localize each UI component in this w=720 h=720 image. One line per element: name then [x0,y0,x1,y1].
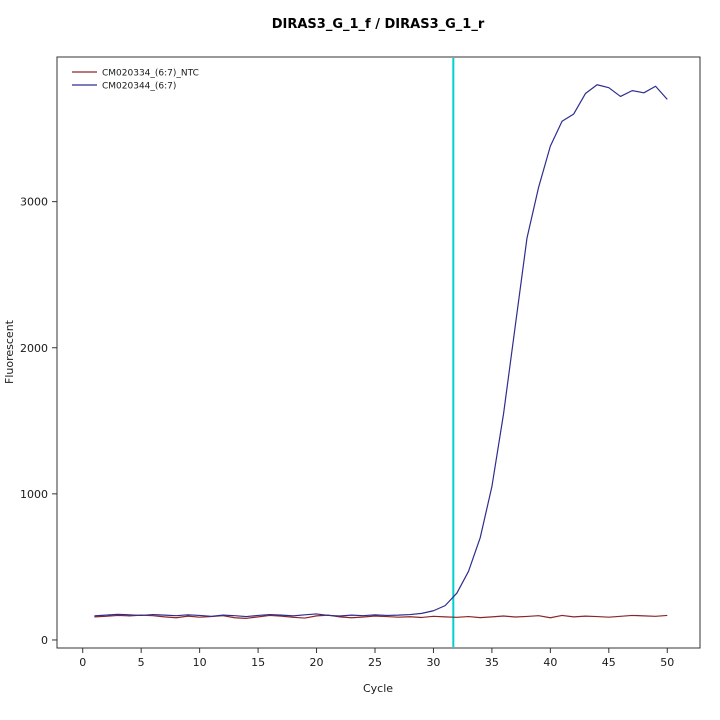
series-line-ntc [94,614,668,619]
y-axis-label: Fluorescent [3,319,16,384]
x-tick-label: 30 [426,656,440,669]
y-tick-label: 1000 [20,488,48,501]
plot-border [56,56,701,649]
y-tick-label: 3000 [20,196,48,209]
chart-title: DIRAS3_G_1_f / DIRAS3_G_1_r [272,17,485,32]
legend-label-ntc: CM020334_(6:7)_NTC [102,69,199,79]
x-tick-label: 45 [602,656,616,669]
y-tick-label: 2000 [20,342,48,355]
x-tick-label: 10 [193,656,207,669]
x-tick-label: 40 [543,656,557,669]
x-tick-label: 15 [251,656,265,669]
x-tick-label: 20 [310,656,324,669]
x-axis-label: Cycle [363,682,393,695]
x-tick-label: 0 [79,656,86,669]
x-tick-label: 50 [660,656,674,669]
legend-label-sample: CM020344_(6:7) [102,82,176,92]
x-tick-label: 35 [485,656,499,669]
x-tick-label: 5 [138,656,145,669]
y-tick-label: 0 [41,634,48,647]
series-line-sample [94,84,668,618]
x-tick-label: 25 [368,656,382,669]
